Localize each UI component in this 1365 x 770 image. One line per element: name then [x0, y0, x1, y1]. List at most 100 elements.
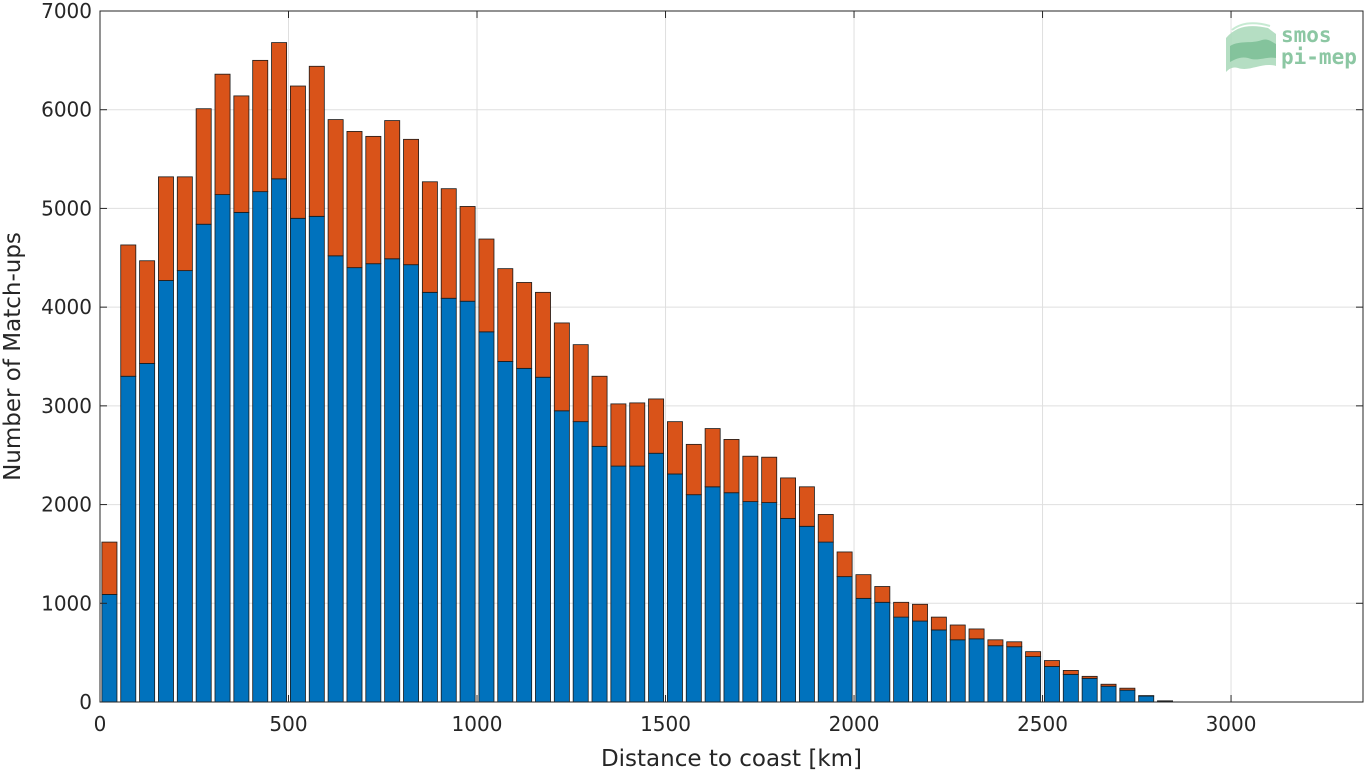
bar-segment-lower [1062, 673, 1079, 703]
bar-segment-upper [195, 108, 212, 225]
bar-segment-upper [855, 574, 872, 599]
bar-segment-upper [553, 322, 570, 412]
bar-segment-upper [101, 541, 118, 595]
y-axis-label: Number of Match-ups [0, 232, 26, 481]
bar-segment-upper [987, 639, 1004, 647]
x-tick-label: 1000 [452, 712, 503, 736]
x-tick-label: 2500 [1017, 712, 1068, 736]
bar-segment-lower [176, 270, 193, 703]
bar-segment-upper [648, 398, 665, 454]
bar-segment-lower [968, 638, 985, 703]
bar-segment-upper [421, 181, 438, 293]
bar-segment-lower [1006, 646, 1023, 703]
bar-segment-lower [610, 465, 627, 703]
bar-segment-upper [289, 85, 306, 219]
bar-segment-lower [723, 492, 740, 703]
bar-segment-lower [704, 486, 721, 703]
bar-segment-lower [629, 465, 646, 703]
bar-segment-upper [1119, 687, 1136, 691]
bar-segment-upper [798, 486, 815, 527]
y-tick-label: 2000 [41, 493, 92, 517]
bar-segment-upper [271, 42, 288, 180]
bar-segment-upper [1062, 670, 1079, 675]
bar-segment-upper [120, 244, 137, 377]
bar-segment-lower [195, 223, 212, 703]
y-tick-label: 0 [79, 690, 92, 714]
bar-segment-lower [158, 280, 174, 703]
bar-segment-upper [327, 119, 344, 257]
bar-segment-lower [120, 375, 137, 703]
bar-segment-lower [836, 576, 853, 703]
bar-segment-lower [535, 376, 551, 703]
smos-pi-mep-logo: smos pi-mep [1226, 22, 1357, 72]
y-tick-label: 7000 [41, 0, 92, 23]
y-tick-label: 4000 [41, 295, 92, 319]
bar-segment-upper [176, 176, 193, 272]
bar-segment-lower [327, 255, 344, 703]
bar-segment-lower [252, 191, 269, 703]
bar-segment-lower [572, 421, 589, 703]
bar-segment-upper [667, 421, 683, 475]
bar-segment-upper [629, 402, 646, 467]
bar-segment-lower [214, 194, 231, 703]
bar-segment-upper [478, 238, 495, 333]
y-tick-label: 5000 [41, 196, 92, 220]
bar-segment-upper [817, 514, 834, 543]
bar-segment-lower [648, 452, 665, 703]
bar-segment-upper [535, 291, 551, 378]
bar-segment-upper [214, 73, 231, 196]
logo-waves-icon [1226, 22, 1276, 72]
x-tick-label: 500 [269, 712, 307, 736]
bar-segment-lower [384, 258, 401, 703]
bar-segment-lower [667, 473, 683, 703]
logo-text-line1: smos [1281, 23, 1332, 47]
x-tick-label: 0 [94, 712, 107, 736]
bar-segment-upper [1081, 675, 1098, 679]
bar-segment-lower [516, 367, 533, 703]
bar-segment-lower [289, 217, 306, 703]
bar-segment-upper [1044, 660, 1060, 667]
bar-segment-upper [780, 477, 796, 519]
bar-segment-upper [723, 439, 740, 494]
bar-segment-upper [1025, 651, 1042, 657]
axis-ticks: 0 1000 2000 3000 4000 5000 6000 7000 0 500 1000 150… [41, 0, 1363, 736]
bar-segment-upper [572, 344, 589, 423]
bar-segment-lower [893, 616, 910, 703]
bar-segment-lower [478, 331, 495, 703]
bar-segment-upper [591, 375, 608, 447]
bar-segment-upper [742, 455, 759, 503]
y-tick-label: 1000 [41, 591, 92, 615]
bar-segment-upper [968, 628, 985, 640]
bar-segment-upper [1006, 641, 1023, 648]
bar-segment-upper [761, 456, 778, 503]
bar-segment-lower [101, 594, 118, 703]
bar-segment-upper [158, 176, 174, 281]
bar-segment-upper [459, 206, 476, 302]
bar-segment-upper [516, 282, 533, 369]
bar-segment-lower [817, 541, 834, 703]
bar-segment-lower [949, 639, 966, 703]
bar-segment-lower [912, 620, 928, 703]
bar-segment-upper [440, 188, 457, 299]
bar-segment-upper [308, 65, 325, 217]
bar-segment-lower [1081, 677, 1098, 703]
bar-segment-upper [497, 268, 514, 362]
bar-segment-upper [836, 551, 853, 578]
bar-segment-lower [403, 264, 419, 703]
bar-segment-upper [233, 95, 250, 213]
bar-segment-upper [346, 131, 363, 269]
bar-segment-lower [855, 597, 872, 703]
bar-segment-lower [497, 361, 514, 703]
bar-segment-lower [346, 267, 363, 703]
bar-segment-lower [761, 502, 778, 703]
bar-segment-lower [780, 517, 796, 703]
bar-segment-upper [685, 443, 702, 496]
bar-segment-lower [440, 297, 457, 703]
bar-segment-upper [704, 428, 721, 488]
bar-segment-lower [798, 525, 815, 703]
bar-segment-lower [553, 410, 570, 703]
bar-segment-upper [365, 135, 382, 265]
bar-segment-upper [893, 601, 910, 618]
bar-segment-lower [233, 211, 250, 703]
